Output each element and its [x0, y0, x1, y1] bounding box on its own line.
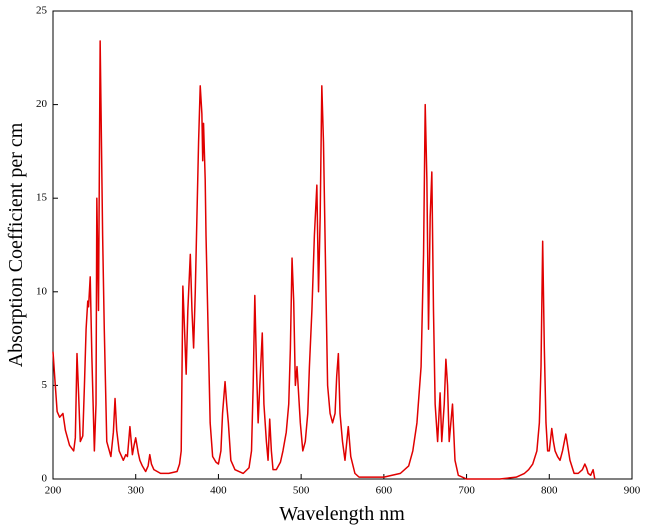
x-tick-label: 800	[541, 485, 558, 497]
x-tick-label: 300	[127, 485, 144, 497]
spectrum-line	[52, 40, 596, 480]
y-tick-label: 10	[36, 285, 48, 297]
y-tick-label: 20	[36, 98, 48, 110]
x-tick-label: 600	[376, 485, 393, 497]
x-tick-label: 400	[210, 485, 227, 497]
y-tick-label: 15	[36, 192, 48, 204]
x-axis-label: Wavelength nm	[279, 503, 405, 525]
x-tick-label: 700	[458, 485, 475, 497]
x-tick-label: 900	[624, 485, 641, 497]
y-tick-label: 0	[42, 473, 48, 485]
y-axis-label: Absorption Coefficient per cm	[5, 122, 27, 367]
plot-frame	[52, 10, 633, 480]
y-tick-label: 25	[36, 5, 48, 17]
x-tick-label: 500	[293, 485, 310, 497]
x-tick-label: 200	[45, 485, 62, 497]
y-tick-label: 5	[42, 379, 48, 391]
